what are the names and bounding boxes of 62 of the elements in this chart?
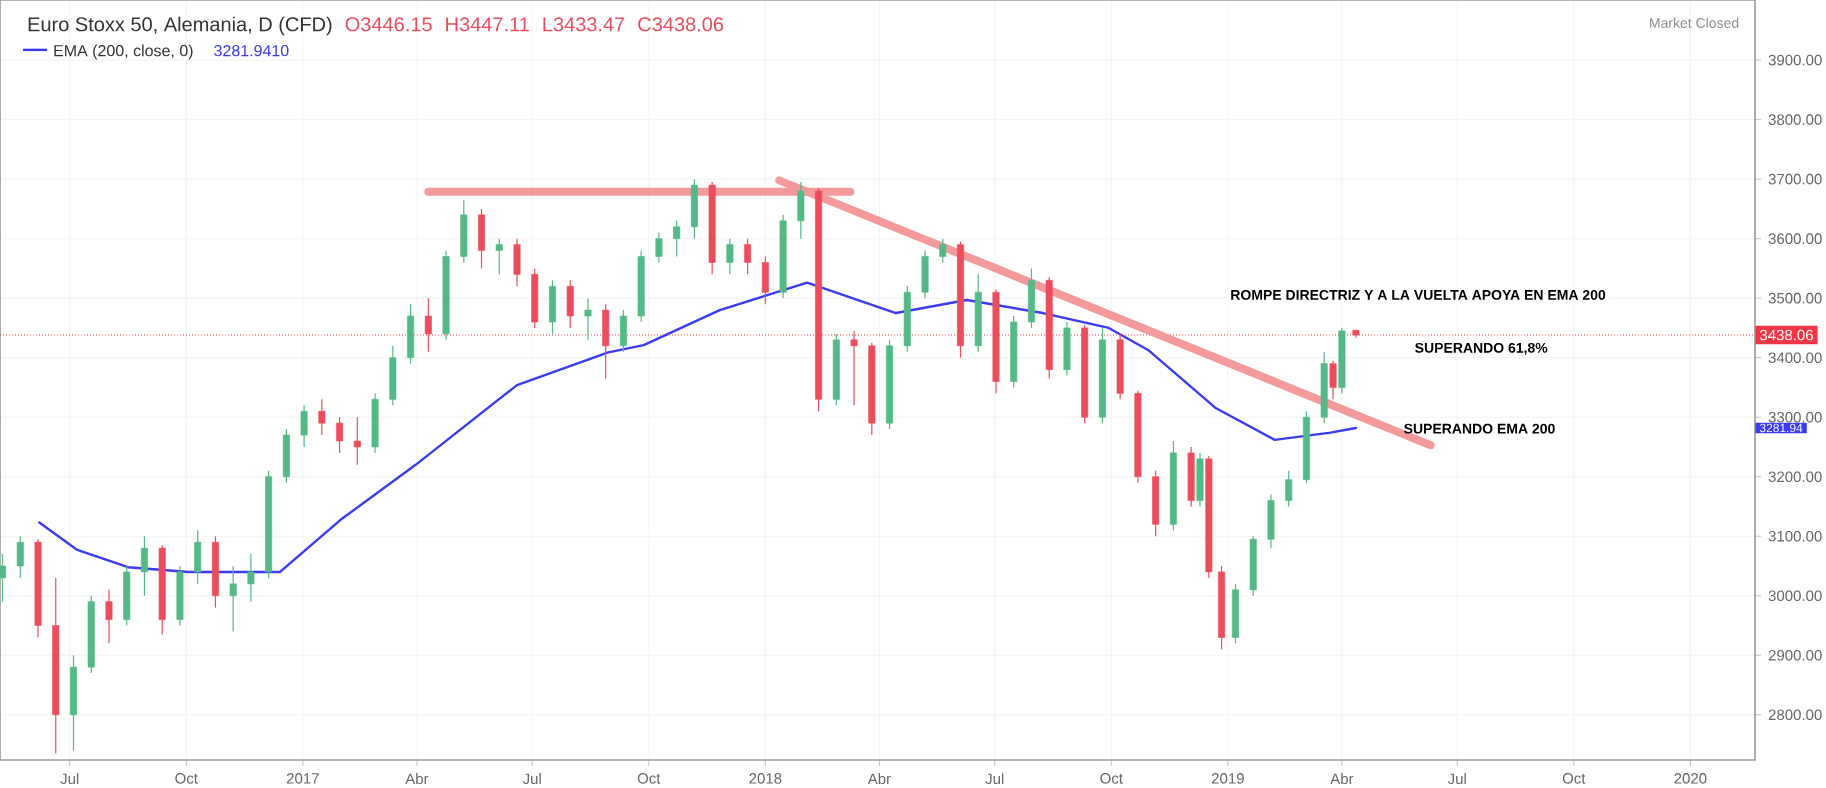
y-tick-label: 3300.00: [1768, 411, 1822, 423]
x-tick-label: 2019: [1211, 773, 1244, 784]
candlestick: [655, 232, 663, 264]
candlestick: [353, 416, 361, 466]
y-tick-label: 3100.00: [1768, 530, 1822, 542]
text: Euro Stoxx 50, Alemania, D (CFD): [28, 16, 332, 36]
annotation: ROMPE DIRECTRIZ Y A LA VUELTA APOYA EN EMA 200: [1231, 289, 1606, 300]
y-tick-label: 3400.00: [1768, 352, 1822, 364]
candlestick: [247, 553, 255, 603]
x-tick-label: Oct: [637, 773, 661, 784]
ref-line-label: 3438.06: [1759, 329, 1813, 341]
candlestick: [744, 238, 752, 275]
candlestick: [300, 404, 308, 448]
annotation: L3433.47: [543, 17, 625, 32]
y-tick-label: 3500.00: [1768, 292, 1822, 304]
candlestick: [1329, 360, 1337, 400]
candlestick: [229, 565, 237, 633]
x-tick-label: Oct: [1100, 773, 1123, 784]
x-tick-label: 2017: [286, 773, 319, 784]
text: 3281.94: [1759, 423, 1803, 433]
annotation: SUPERANDO 61,8%: [1415, 342, 1548, 355]
y-tick-label: 2800.00: [1768, 709, 1822, 721]
y-tick-label: 3800.00: [1768, 114, 1822, 125]
candlestick: [584, 297, 592, 341]
candlestick: [939, 238, 947, 264]
x-tick-label: Jul: [985, 773, 1004, 785]
candlestick: [726, 238, 734, 275]
y-tick-label: 3700.00: [1768, 173, 1822, 185]
x-tick-label: 2020: [1674, 773, 1707, 784]
x-tick-label: Oct: [1562, 773, 1586, 784]
y-tick-label: 2900.00: [1768, 649, 1822, 661]
candlestick: [850, 330, 858, 406]
line-series: [38, 281, 1358, 574]
annotation: H3447.11: [446, 17, 529, 32]
x-tick-label: 2018: [749, 773, 782, 784]
y-tick-label: 3600.00: [1768, 233, 1822, 244]
candlestick: [1285, 470, 1293, 508]
candlestick: [424, 297, 432, 353]
x-tick-label: Abr: [867, 773, 891, 785]
candlestick: [495, 238, 503, 275]
annotation: Market Closed: [1650, 17, 1739, 28]
y-tick-label: 3000.00: [1768, 590, 1822, 602]
candlestick: [16, 535, 24, 579]
annotation: C3438.06: [638, 17, 724, 32]
annotation: SUPERANDO EMA 200: [1404, 423, 1555, 434]
x-tick-label: Abr: [1330, 773, 1354, 785]
x-tick-label: Jul: [522, 773, 541, 785]
legend-label: EMA (200, close, 0): [54, 44, 193, 60]
annotation: O3446.15: [345, 17, 432, 32]
annotation: 3281.9410: [214, 44, 289, 57]
y-tick-label: 3900.00: [1768, 54, 1822, 66]
x-tick-label: Oct: [175, 773, 198, 784]
x-tick-label: Abr: [405, 773, 429, 785]
x-tick-label: Jul: [60, 773, 79, 785]
candlestick: [336, 416, 344, 454]
candlestick: [105, 589, 113, 644]
candlestick: [673, 220, 681, 258]
x-tick-label: Jul: [1447, 773, 1466, 785]
y-tick-label: 3200.00: [1768, 471, 1822, 483]
candlestick: [0, 553, 6, 603]
candlestick: [140, 535, 148, 597]
candlestick: [318, 398, 326, 436]
